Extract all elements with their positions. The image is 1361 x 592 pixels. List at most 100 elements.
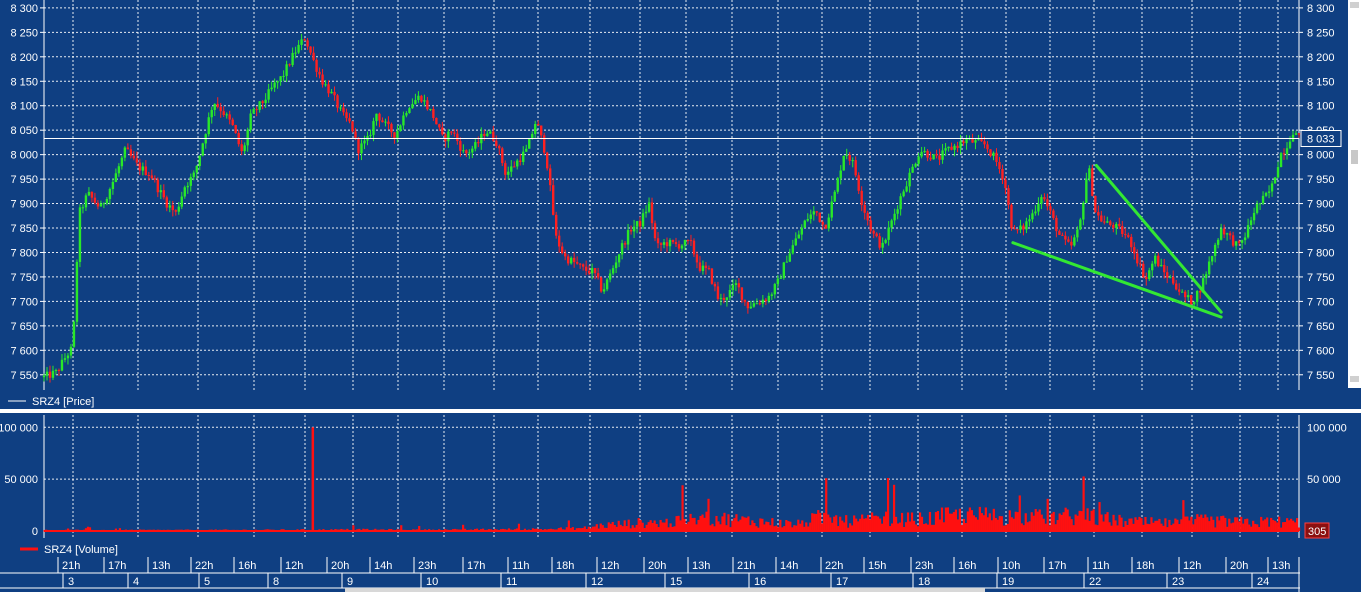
price-panel[interactable]: 7 550 7 600 7 650 7 700 7 750 7 800 7 850 7 900… (0, 0, 1361, 392)
price-candle (632, 226, 636, 232)
hour-label: 16h (238, 560, 256, 572)
volume-bar (673, 526, 676, 531)
volume-bar (966, 511, 969, 531)
scroll-grip-icon[interactable] (1351, 150, 1358, 164)
volume-bar (641, 522, 644, 531)
price-candle (773, 284, 777, 295)
price-candle (881, 242, 884, 248)
price-tick-label-right: 8 100 (1307, 101, 1335, 113)
volume-bar (621, 526, 624, 531)
volume-bar (501, 528, 505, 531)
volume-bar (463, 528, 467, 531)
price-candle (815, 211, 818, 213)
volume-bar (679, 520, 682, 531)
price-candle (668, 239, 672, 247)
price-candle (902, 191, 905, 197)
volume-bar (1076, 515, 1079, 531)
volume-bar (1016, 512, 1019, 531)
price-candle (195, 165, 198, 173)
price-candle (971, 138, 974, 143)
price-candle (465, 150, 468, 154)
volume-panel[interactable]: 0 50 000 100 000 0 50 000 100 000 305 (0, 413, 1361, 540)
volume-bar (493, 528, 497, 531)
price-candle (854, 160, 857, 176)
hour-label: 21h (62, 560, 80, 572)
volume-bar (1062, 512, 1065, 531)
price-tick-label-right: 7 850 (1307, 223, 1335, 235)
volume-bar (1168, 519, 1171, 531)
hour-label: 16h (958, 560, 976, 572)
volume-bar (1266, 517, 1269, 531)
volume-bar (1028, 521, 1031, 531)
price-candle (998, 161, 1001, 170)
price-candle (764, 299, 768, 302)
volume-bar (1124, 521, 1127, 531)
price-candle (96, 202, 100, 207)
price-candle (926, 150, 929, 158)
panel-separator[interactable] (0, 409, 1361, 413)
hour-label: 18h (1136, 560, 1154, 572)
price-candle (917, 156, 920, 164)
volume-bar (717, 521, 720, 531)
price-candle (285, 64, 288, 76)
volume-bar (575, 528, 578, 531)
day-label: 11 (506, 576, 517, 588)
volume-bar (611, 521, 614, 531)
time-axis[interactable]: 21h 17h 13h 22h 16h 12h 20h 14h 23h 17h 11h 18h 12h 2… (0, 557, 1361, 592)
volume-bar (1272, 519, 1275, 531)
day-label: 24 (1257, 576, 1269, 588)
volume-bar (358, 528, 361, 531)
price-candle (905, 186, 908, 192)
price-candle (899, 196, 902, 210)
price-candle (746, 302, 750, 309)
time-axis-scrollbar[interactable] (345, 588, 985, 592)
price-candle (453, 132, 456, 134)
volume-bar (946, 507, 950, 531)
scroll-up-arrow-icon[interactable] (1350, 2, 1359, 8)
price-candle (785, 261, 789, 263)
price-candle (438, 124, 441, 128)
price-candle (135, 158, 139, 163)
day-label: 15 (670, 576, 682, 588)
volume-bar (1248, 524, 1251, 531)
volume-bar (1294, 522, 1297, 531)
price-candle (872, 230, 875, 234)
volume-bar (787, 521, 790, 531)
volume-bar (960, 524, 964, 531)
price-candle (1010, 204, 1013, 229)
trendline[interactable] (1011, 241, 1223, 319)
price-candle (495, 140, 498, 146)
price-candle (1252, 212, 1256, 221)
volume-bar (761, 518, 764, 531)
volume-bar (1010, 517, 1013, 531)
volume-bar (475, 528, 479, 531)
price-candle (213, 103, 216, 110)
volume-bar (693, 517, 696, 531)
volume-bar (1148, 524, 1151, 531)
volume-bar (1238, 521, 1241, 531)
scroll-down-arrow-icon[interactable] (1350, 376, 1359, 382)
price-axis-left: 7 550 7 600 7 650 7 700 7 750 7 800 7 850 7 900… (10, 3, 44, 382)
price-candle (75, 261, 79, 322)
price-candle (611, 268, 615, 274)
price-candle (435, 117, 438, 125)
price-candle (707, 268, 711, 270)
price-candle (581, 264, 585, 267)
trendlines[interactable] (1011, 163, 1223, 319)
volume-bar (745, 517, 748, 531)
price-candle (737, 283, 741, 288)
price-candle (731, 284, 735, 290)
volume-bar (709, 525, 712, 531)
price-candle (396, 131, 399, 139)
volume-bar (1190, 516, 1193, 531)
trendline[interactable] (1094, 163, 1223, 314)
volume-bar (374, 528, 377, 531)
volume-bar (1180, 519, 1183, 531)
price-candle (1219, 228, 1223, 240)
price-candle (63, 358, 67, 360)
price-scale-scrollbar[interactable] (1348, 0, 1361, 388)
price-candle (623, 243, 627, 245)
volume-bar (1208, 521, 1211, 531)
price-candle (824, 224, 827, 229)
price-candle (84, 195, 88, 208)
